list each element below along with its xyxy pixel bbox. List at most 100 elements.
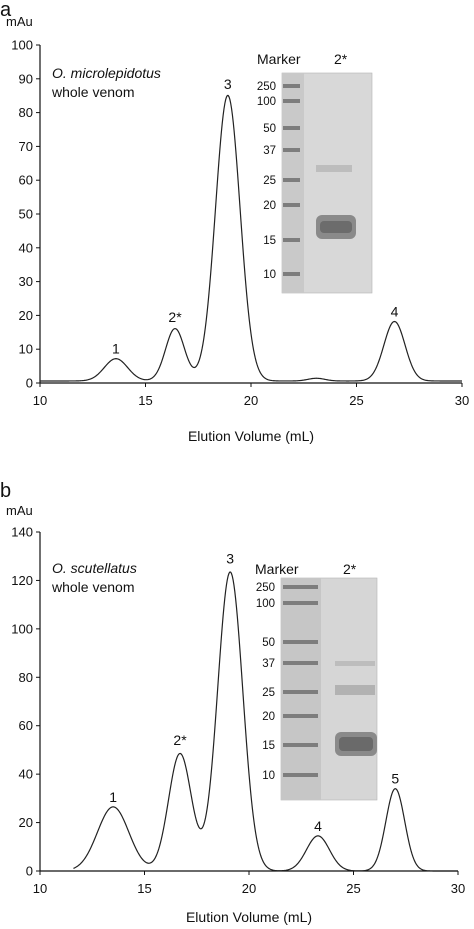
y-tick-label: 0 bbox=[26, 864, 33, 879]
gel-marker-label: 10 bbox=[263, 269, 276, 281]
gel-marker-label: 15 bbox=[263, 235, 276, 247]
gel-marker-label: 20 bbox=[263, 200, 276, 212]
panel-a-species-label: O. microlepidotus bbox=[52, 65, 161, 81]
gel-marker-label: 100 bbox=[257, 96, 276, 108]
y-tick-label: 70 bbox=[19, 139, 33, 154]
panel-a-gel-lane-heading: 2* bbox=[334, 51, 348, 67]
panel-b-gel-marker-bands: 250 100 50 37 25 20 15 10 bbox=[256, 582, 318, 782]
gel-marker-label: 100 bbox=[256, 598, 275, 610]
gel-marker-label: 25 bbox=[263, 175, 276, 187]
peak-label-4: 4 bbox=[391, 303, 399, 319]
gel-marker-band bbox=[283, 640, 318, 644]
y-tick-label: 60 bbox=[19, 173, 33, 188]
panel-b-letter: b bbox=[0, 480, 11, 502]
panel-a-y-ticks: 0 10 20 30 40 50 60 70 80 90 100 bbox=[11, 38, 40, 391]
y-tick-label: 120 bbox=[11, 573, 33, 588]
gel-marker-band bbox=[283, 661, 318, 665]
panel-a-gel-marker-heading: Marker bbox=[257, 51, 301, 67]
x-tick-label: 20 bbox=[242, 881, 256, 896]
y-tick-label: 10 bbox=[19, 342, 33, 357]
peak-label-4: 4 bbox=[314, 818, 322, 834]
panel-b-x-ticks: 10 15 20 25 30 bbox=[33, 871, 465, 896]
panel-a-letter: a bbox=[0, 0, 12, 21]
panel-a-x-axis-title: Elution Volume (mL) bbox=[188, 428, 314, 444]
y-tick-label: 30 bbox=[19, 274, 33, 289]
peak-label-2star: 2* bbox=[173, 732, 187, 748]
y-tick-label: 80 bbox=[19, 670, 33, 685]
peak-label-5: 5 bbox=[391, 771, 399, 787]
panel-a-peak-labels: 1 2* 3 4 bbox=[112, 76, 399, 357]
x-tick-label: 30 bbox=[451, 881, 465, 896]
panel-a-gel-faint-band bbox=[316, 165, 352, 172]
gel-marker-band bbox=[283, 126, 300, 130]
y-tick-label: 20 bbox=[19, 815, 33, 830]
gel-marker-band bbox=[283, 99, 300, 103]
gel-marker-band bbox=[283, 585, 318, 589]
x-tick-label: 25 bbox=[346, 881, 360, 896]
gel-marker-label: 37 bbox=[263, 145, 276, 157]
y-tick-label: 40 bbox=[19, 767, 33, 782]
panel-b-elution-trace bbox=[73, 571, 458, 872]
gel-marker-label: 20 bbox=[262, 711, 275, 723]
panel-a-gel-marker-lane bbox=[282, 73, 304, 293]
gel-marker-band bbox=[283, 601, 318, 605]
panel-b-gel-sample-band-core bbox=[339, 737, 373, 751]
gel-marker-band bbox=[283, 84, 300, 88]
y-tick-label: 100 bbox=[11, 38, 33, 53]
gel-marker-band bbox=[283, 743, 318, 747]
x-tick-label: 15 bbox=[138, 393, 152, 408]
panel-a-y-unit: mAu bbox=[6, 14, 33, 29]
panel-a-x-ticks: 10 15 20 25 30 bbox=[33, 383, 469, 408]
y-tick-label: 0 bbox=[26, 376, 33, 391]
gel-marker-label: 50 bbox=[262, 637, 275, 649]
panel-b-venom-label: whole venom bbox=[51, 579, 135, 595]
y-tick-label: 20 bbox=[19, 308, 33, 323]
gel-marker-label: 250 bbox=[256, 582, 275, 594]
peak-label-3: 3 bbox=[226, 550, 234, 566]
panel-b: b mAu 0 20 40 60 80 100 120 140 10 15 20 25 30 1 2* 3… bbox=[0, 480, 465, 925]
gel-marker-label: 10 bbox=[262, 770, 275, 782]
panel-b-gel-marker-heading: Marker bbox=[255, 561, 299, 577]
gel-marker-band bbox=[283, 773, 318, 777]
gel-marker-band bbox=[283, 272, 300, 276]
panel-b-gel-faint-band-2 bbox=[335, 685, 375, 695]
x-tick-label: 10 bbox=[33, 881, 47, 896]
panel-b-gel-marker-lane bbox=[281, 578, 321, 800]
y-tick-label: 60 bbox=[19, 718, 33, 733]
y-tick-label: 140 bbox=[11, 525, 33, 540]
gel-marker-label: 37 bbox=[262, 658, 275, 670]
panel-b-y-ticks: 0 20 40 60 80 100 120 140 bbox=[11, 525, 40, 879]
peak-label-1: 1 bbox=[112, 341, 120, 357]
y-tick-label: 90 bbox=[19, 71, 33, 86]
gel-marker-label: 250 bbox=[257, 81, 276, 93]
panel-b-gel-faint-band bbox=[335, 661, 375, 666]
y-tick-label: 80 bbox=[19, 105, 33, 120]
x-tick-label: 10 bbox=[33, 393, 47, 408]
gel-marker-band bbox=[283, 690, 318, 694]
gel-marker-label: 25 bbox=[262, 687, 275, 699]
x-tick-label: 20 bbox=[244, 393, 258, 408]
panel-a-venom-label: whole venom bbox=[51, 84, 135, 100]
panel-b-gel-inset: Marker 2* 250 100 50 37 25 20 15 10 bbox=[255, 561, 378, 801]
gel-marker-band bbox=[283, 714, 318, 718]
panel-a-elution-trace bbox=[40, 94, 462, 382]
x-tick-label: 15 bbox=[137, 881, 151, 896]
panel-b-x-axis-title: Elution Volume (mL) bbox=[186, 909, 312, 925]
gel-marker-label: 50 bbox=[263, 123, 276, 135]
gel-marker-band bbox=[283, 178, 300, 182]
y-tick-label: 50 bbox=[19, 207, 33, 222]
gel-marker-band bbox=[283, 203, 300, 207]
panel-a-gel-sample-band-core bbox=[320, 221, 352, 233]
panel-a-gel-marker-bands: 250 100 50 37 25 20 15 10 bbox=[257, 81, 300, 281]
panel-a-gel-inset: Marker 2* 250 100 50 37 25 20 15 10 bbox=[257, 51, 373, 294]
gel-marker-label: 15 bbox=[262, 740, 275, 752]
x-tick-label: 25 bbox=[349, 393, 363, 408]
y-tick-label: 40 bbox=[19, 240, 33, 255]
peak-label-1: 1 bbox=[109, 789, 117, 805]
panel-b-peak-labels: 1 2* 3 4 5 bbox=[109, 550, 399, 834]
peak-label-3: 3 bbox=[224, 76, 232, 92]
x-tick-label: 30 bbox=[455, 393, 469, 408]
gel-marker-band bbox=[283, 148, 300, 152]
